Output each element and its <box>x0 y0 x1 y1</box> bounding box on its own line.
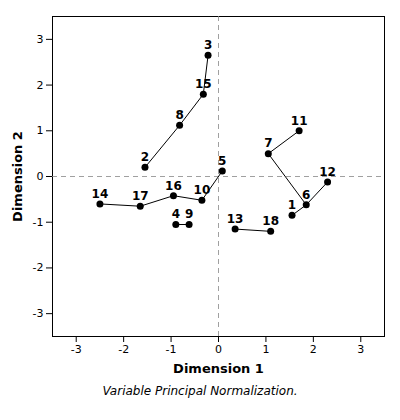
svg-text:14: 14 <box>92 187 109 201</box>
svg-text:3: 3 <box>357 343 364 356</box>
svg-text:12: 12 <box>319 165 336 179</box>
svg-text:10: 10 <box>194 183 211 197</box>
svg-text:Dimension 1: Dimension 1 <box>173 361 264 376</box>
svg-text:1: 1 <box>262 343 269 356</box>
svg-text:2: 2 <box>141 150 149 164</box>
svg-text:9: 9 <box>185 207 193 221</box>
svg-text:15: 15 <box>195 77 212 91</box>
html-text:Variable Principal Normalizati: Variable Principal Normalization. <box>102 384 298 398</box>
svg-text:11: 11 <box>291 114 308 128</box>
svg-text:-1: -1 <box>33 216 44 229</box>
svg-text:18: 18 <box>262 214 279 228</box>
svg-text:Dimension 2: Dimension 2 <box>10 131 25 222</box>
svg-text:-3: -3 <box>33 307 44 320</box>
svg-text:-2: -2 <box>33 261 44 274</box>
svg-text:-1: -1 <box>166 343 177 356</box>
svg-text:13: 13 <box>227 212 244 226</box>
svg-text:17: 17 <box>132 189 149 203</box>
svg-text:8: 8 <box>175 108 183 122</box>
svg-text:7: 7 <box>264 136 272 150</box>
svg-text:6: 6 <box>302 188 310 202</box>
svg-text:-2: -2 <box>118 343 129 356</box>
svg-text:0: 0 <box>37 170 44 183</box>
svg-text:16: 16 <box>165 179 182 193</box>
svg-text:-3: -3 <box>71 343 82 356</box>
svg-text:2: 2 <box>37 79 44 92</box>
svg-text:3: 3 <box>37 33 44 46</box>
svg-text:3: 3 <box>204 38 212 52</box>
svg-text:5: 5 <box>218 154 226 168</box>
svg-text:1: 1 <box>37 124 44 137</box>
svg-text:4: 4 <box>172 207 180 221</box>
svg-text:2: 2 <box>310 343 317 356</box>
svg-text:1: 1 <box>288 198 296 212</box>
svg-text:0: 0 <box>215 343 222 356</box>
